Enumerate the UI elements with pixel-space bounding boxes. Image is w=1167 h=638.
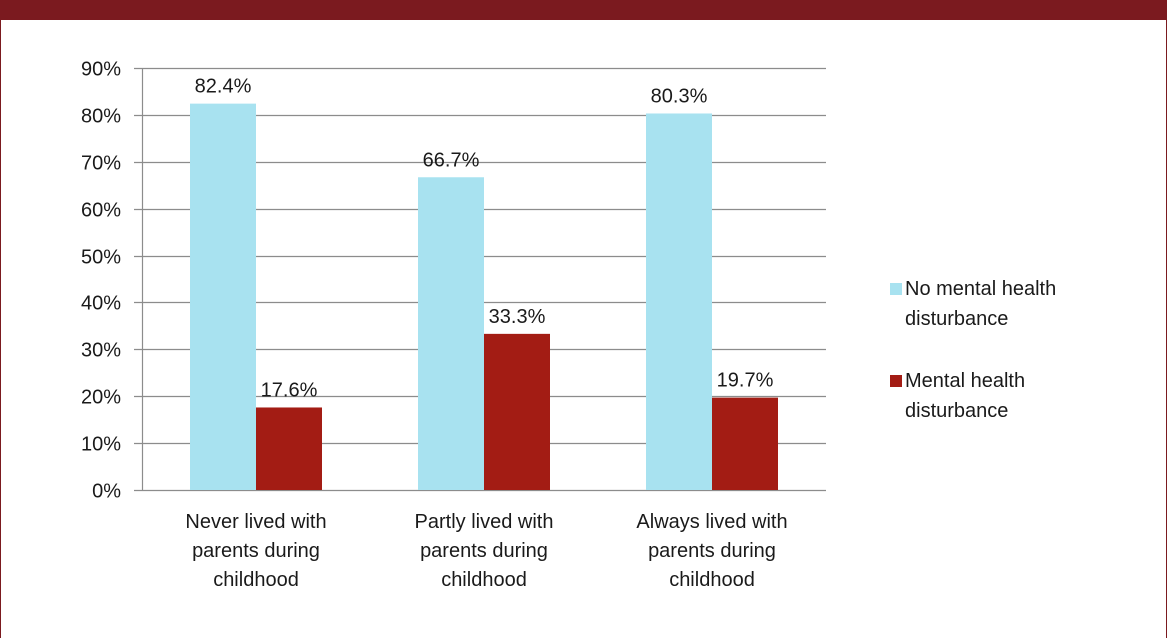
- bar: [190, 103, 256, 490]
- data-label: 17.6%: [261, 379, 318, 401]
- legend-label: No mental health disturbance: [905, 278, 1056, 330]
- category-label: Always lived with parents during childhood: [636, 511, 787, 591]
- data-labels: 82.4% 17.6% 66.7% 33.3% 80.3% 19.7%: [195, 76, 774, 402]
- y-axis-ticks: 0% 10% 20% 30% 40% 50% 60% 70% 80% 90%: [81, 59, 121, 503]
- y-tick-label: 70%: [81, 153, 121, 175]
- legend: No mental health disturbance Mental health…: [890, 278, 1056, 422]
- data-label: 19.7%: [717, 370, 774, 392]
- y-tick-label: 0%: [92, 481, 121, 503]
- header-bar: [1, 0, 1167, 20]
- category-label: Never lived with parents during childhood: [185, 511, 326, 591]
- data-label: 80.3%: [651, 85, 708, 107]
- bar: [484, 333, 550, 490]
- legend-swatch: [890, 375, 902, 387]
- bars: [190, 103, 778, 491]
- bar: [712, 397, 778, 490]
- y-tick-label: 10%: [81, 434, 121, 456]
- legend-label: Mental health disturbance: [905, 370, 1025, 422]
- y-tick-label: 80%: [81, 106, 121, 128]
- y-tick-label: 60%: [81, 200, 121, 222]
- category-label: Partly lived with parents during childhood: [415, 511, 554, 591]
- x-axis-categories: Never lived with parents during childhood P…: [185, 511, 787, 591]
- y-tick-label: 40%: [81, 293, 121, 315]
- bar: [418, 177, 484, 491]
- y-tick-label: 20%: [81, 387, 121, 409]
- y-tick-label: 30%: [81, 340, 121, 362]
- bar: [256, 407, 322, 490]
- bar: [646, 113, 712, 490]
- data-label: 82.4%: [195, 76, 252, 98]
- y-tick-label: 50%: [81, 247, 121, 269]
- y-tick-label: 90%: [81, 59, 121, 81]
- data-label: 33.3%: [489, 306, 546, 328]
- data-label: 66.7%: [423, 149, 480, 171]
- legend-swatch: [890, 283, 902, 295]
